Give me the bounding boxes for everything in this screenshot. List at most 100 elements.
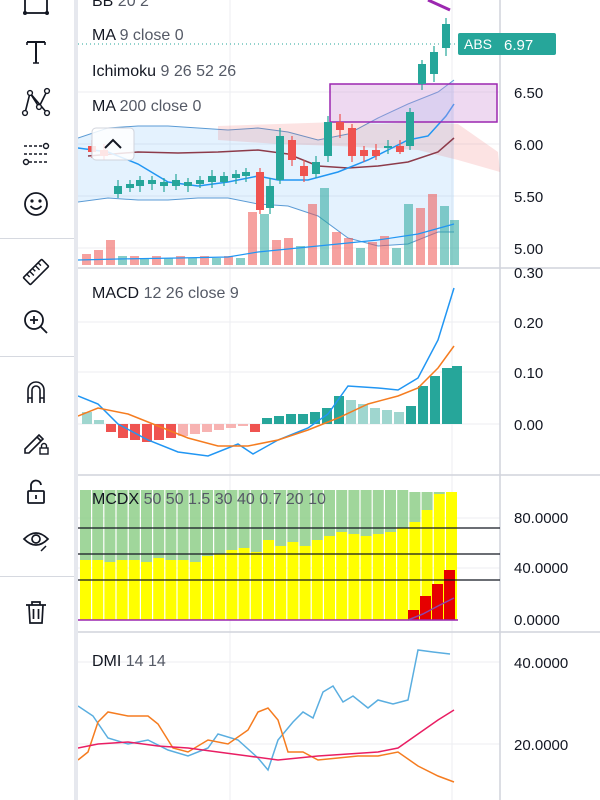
mcdx-banker-line xyxy=(407,597,455,621)
volume-bar xyxy=(152,256,161,265)
mcdx-retail-bar xyxy=(287,490,299,542)
volume-bar xyxy=(236,258,245,265)
macd-histogram-bar xyxy=(382,410,392,424)
chart-area[interactable]: BB 20 2 MA 9 close 0 Ichimoku 9 26 52 26… xyxy=(78,0,600,800)
mcdx-retail-bar xyxy=(92,490,104,560)
macd-histogram-bar xyxy=(190,424,200,434)
mcdx-retail-bar xyxy=(433,492,445,494)
mcdx-hot-money-bar xyxy=(336,532,348,620)
mcdx-hot-money-bar xyxy=(226,550,238,620)
mcdx-banker-bar xyxy=(444,570,455,620)
candle-body xyxy=(126,184,134,188)
mcdx-legend[interactable]: MCDX 50 50 1.5 30 40 0.7 20 10 xyxy=(92,491,326,508)
ma9-line xyxy=(78,103,455,187)
indicator-ma200-legend[interactable]: MA 200 close 0 xyxy=(92,98,202,115)
macd-legend[interactable]: MACD 12 26 close 9 xyxy=(92,285,239,302)
macd-histogram-bar xyxy=(442,368,452,424)
pattern-tool-icon[interactable] xyxy=(12,82,60,122)
candle-body xyxy=(348,128,356,156)
volume-bar xyxy=(212,258,221,265)
mcdx-hot-money-bar xyxy=(287,542,299,620)
price-pane: BB 20 2 MA 9 close 0 Ichimoku 9 26 52 26… xyxy=(78,0,556,282)
macd-histogram-bar xyxy=(178,424,188,436)
macd-histogram-bar xyxy=(286,414,296,424)
mcdx-hot-money-bar xyxy=(446,492,457,620)
mcdx-hot-money-bar xyxy=(214,554,226,620)
candle-body xyxy=(288,140,296,160)
macd-histogram-bar xyxy=(154,424,164,440)
mcdx-hot-money-bar xyxy=(177,560,189,620)
mcdx-retail-bar xyxy=(238,490,250,548)
volume-bar xyxy=(392,248,401,265)
candle-body xyxy=(232,174,240,178)
volume-bar xyxy=(200,256,209,265)
macd-histogram-bar xyxy=(274,416,284,424)
mcdx-hot-money-bar xyxy=(80,560,91,620)
macd-histogram-bar xyxy=(358,404,368,424)
indicator-bb-legend[interactable]: BB 20 2 xyxy=(92,0,149,10)
mcdx-retail-bar xyxy=(226,490,238,550)
mcdx-hot-money-bar xyxy=(250,552,262,620)
text-tool-icon[interactable] xyxy=(12,32,60,72)
volume-bar xyxy=(188,258,197,265)
rectangle-tool-icon[interactable] xyxy=(12,0,60,28)
ruler-icon[interactable] xyxy=(12,252,60,292)
mcdx-retail-bar xyxy=(153,490,165,558)
emoji-icon[interactable] xyxy=(12,184,60,224)
trash-icon[interactable] xyxy=(12,592,60,632)
price-axis-tick: 5.50 xyxy=(514,189,543,206)
mcdx-pane: MCDX 50 50 1.5 30 40 0.7 20 10 80.0000 4… xyxy=(78,490,568,629)
macd-histogram-bar xyxy=(334,396,344,424)
unlock-icon[interactable] xyxy=(12,472,60,512)
macd-histogram-bar xyxy=(214,424,224,430)
macd-axis-top-tick: 0.30 xyxy=(514,265,543,282)
mcdx-hot-money-bar xyxy=(299,546,311,620)
dmi-minus-di-line xyxy=(78,707,455,783)
mcdx-hot-money-bar xyxy=(433,494,445,620)
indicator-ma9-legend[interactable]: MA 9 close 0 xyxy=(92,27,184,44)
mcdx-retail-bar xyxy=(214,490,226,554)
macd-histogram-bar xyxy=(406,406,416,424)
eye-icon[interactable] xyxy=(12,520,60,560)
mcdx-retail-bar xyxy=(189,490,201,562)
volume-bar xyxy=(380,236,389,265)
candle-body xyxy=(324,122,332,156)
candle-body xyxy=(442,24,450,48)
candle-body xyxy=(266,186,274,208)
mcdx-axis-tick: 0.0000 xyxy=(514,612,560,629)
candle-body xyxy=(312,162,320,174)
dmi-pane: DMI 14 14 40.0000 20.0000 xyxy=(78,649,568,783)
macd-histogram-bar xyxy=(238,424,248,426)
macd-histogram-bar xyxy=(106,424,116,432)
svg-text:6.97: 6.97 xyxy=(504,37,533,54)
candle-body xyxy=(160,182,168,186)
mcdx-hot-money-bar xyxy=(324,536,335,620)
mcdx-hot-money-bar xyxy=(238,548,250,620)
mcdx-axis-tick: 40.0000 xyxy=(514,560,568,577)
indicator-ichimoku-legend[interactable]: Ichimoku 9 26 52 26 xyxy=(92,63,236,80)
magnet-icon[interactable] xyxy=(12,372,60,412)
mcdx-retail-bar xyxy=(165,490,177,560)
mcdx-retail-bar xyxy=(372,490,384,534)
lock-drawing-icon[interactable] xyxy=(12,422,60,462)
volume-bar xyxy=(296,246,305,265)
macd-histogram-bar xyxy=(226,424,236,428)
macd-histogram-bar xyxy=(250,424,260,432)
macd-histogram-bar xyxy=(322,408,332,424)
collapse-legend-button[interactable] xyxy=(91,127,135,161)
dmi-legend[interactable]: DMI 14 14 xyxy=(92,653,166,670)
mcdx-retail-bar xyxy=(336,490,348,532)
fib-retracement-icon[interactable] xyxy=(12,134,60,174)
toolbar-divider xyxy=(0,576,74,577)
mcdx-hot-money-bar xyxy=(189,562,201,620)
candle-body xyxy=(276,136,284,180)
volume-bar xyxy=(308,204,317,265)
mcdx-retail-bar xyxy=(128,490,140,560)
dmi-plus-di-line xyxy=(78,649,451,772)
volume-bar xyxy=(356,248,365,265)
zoom-in-icon[interactable] xyxy=(12,302,60,342)
candle-body xyxy=(360,150,368,156)
mcdx-hot-money-bar xyxy=(397,528,409,620)
macd-histogram-bar xyxy=(310,412,320,424)
macd-histogram-bar xyxy=(370,408,380,424)
